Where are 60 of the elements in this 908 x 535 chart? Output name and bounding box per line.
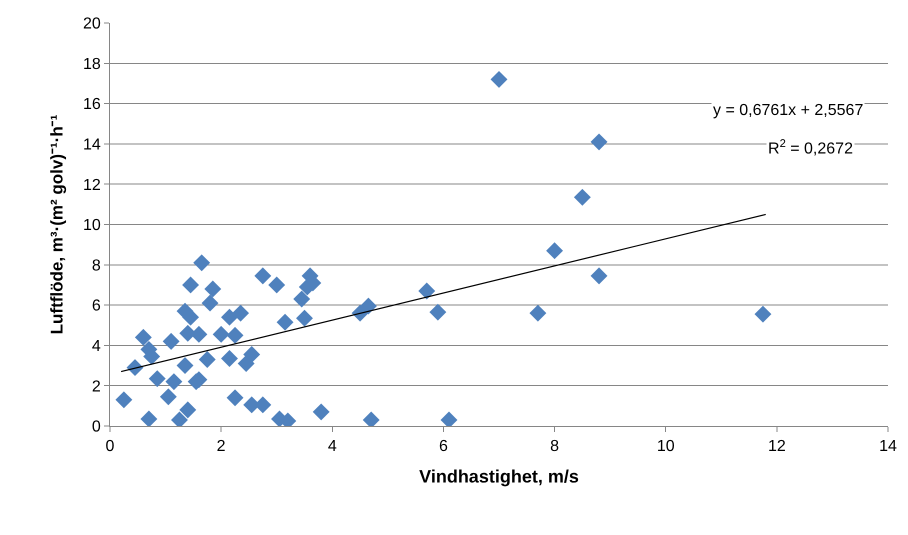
y-tick-label: 0 <box>92 418 101 436</box>
point <box>202 294 218 312</box>
annotation: y = 0,6761x + 2,5567 <box>713 102 864 119</box>
point <box>490 70 508 88</box>
x-tick-label: 14 <box>879 438 897 456</box>
point <box>574 188 591 206</box>
point <box>182 276 200 294</box>
x-tick-label: 8 <box>550 438 560 456</box>
point <box>232 304 250 322</box>
y-tick-label: 4 <box>92 338 101 355</box>
x-tick-label: 6 <box>438 438 448 456</box>
y-tick-label: 8 <box>92 257 101 274</box>
point <box>590 133 608 150</box>
point <box>176 357 194 374</box>
y-tick-label: 18 <box>83 56 101 73</box>
point <box>148 370 166 388</box>
point <box>115 391 132 408</box>
point <box>226 326 244 344</box>
x-tick-label: 10 <box>656 438 675 456</box>
point <box>134 328 152 346</box>
point <box>293 290 310 308</box>
point <box>590 267 608 284</box>
point <box>296 310 313 327</box>
x-axis-title: Vindhastighet, m/s <box>419 466 579 486</box>
point <box>276 314 294 331</box>
x-tick-label: 0 <box>106 438 115 456</box>
y-tick-label: 16 <box>83 96 101 114</box>
point <box>140 410 158 426</box>
y-tick-label: 12 <box>83 176 101 194</box>
point <box>198 351 216 368</box>
point <box>193 254 210 272</box>
x-tick-label: 4 <box>328 438 337 456</box>
point <box>529 304 546 322</box>
y-tick-label: 20 <box>83 16 101 33</box>
point <box>418 282 436 300</box>
y-tick-label: 2 <box>92 378 101 396</box>
point <box>221 308 238 326</box>
point <box>165 373 182 390</box>
y-axis-title: Luftflöde, m³·(m² golv)⁻¹·h⁻¹ <box>48 114 67 334</box>
x-tick-label: 12 <box>768 438 786 456</box>
point <box>204 280 222 298</box>
point <box>360 298 377 315</box>
point <box>754 306 772 323</box>
point <box>162 332 180 350</box>
point <box>226 389 244 406</box>
point <box>160 388 177 406</box>
point <box>312 403 330 420</box>
annotation: R$^{2}$ = 0,2672 <box>768 138 854 158</box>
point <box>429 304 446 321</box>
point <box>179 401 196 418</box>
x-tick-label: 2 <box>216 438 226 456</box>
point <box>243 346 260 363</box>
y-tick-label: 6 <box>92 298 101 315</box>
y-tick-label: 10 <box>83 217 101 234</box>
point <box>546 242 564 260</box>
point <box>268 276 286 294</box>
y-tick-label: 14 <box>83 136 101 154</box>
point <box>212 326 230 343</box>
point <box>221 350 238 367</box>
point <box>254 267 272 284</box>
